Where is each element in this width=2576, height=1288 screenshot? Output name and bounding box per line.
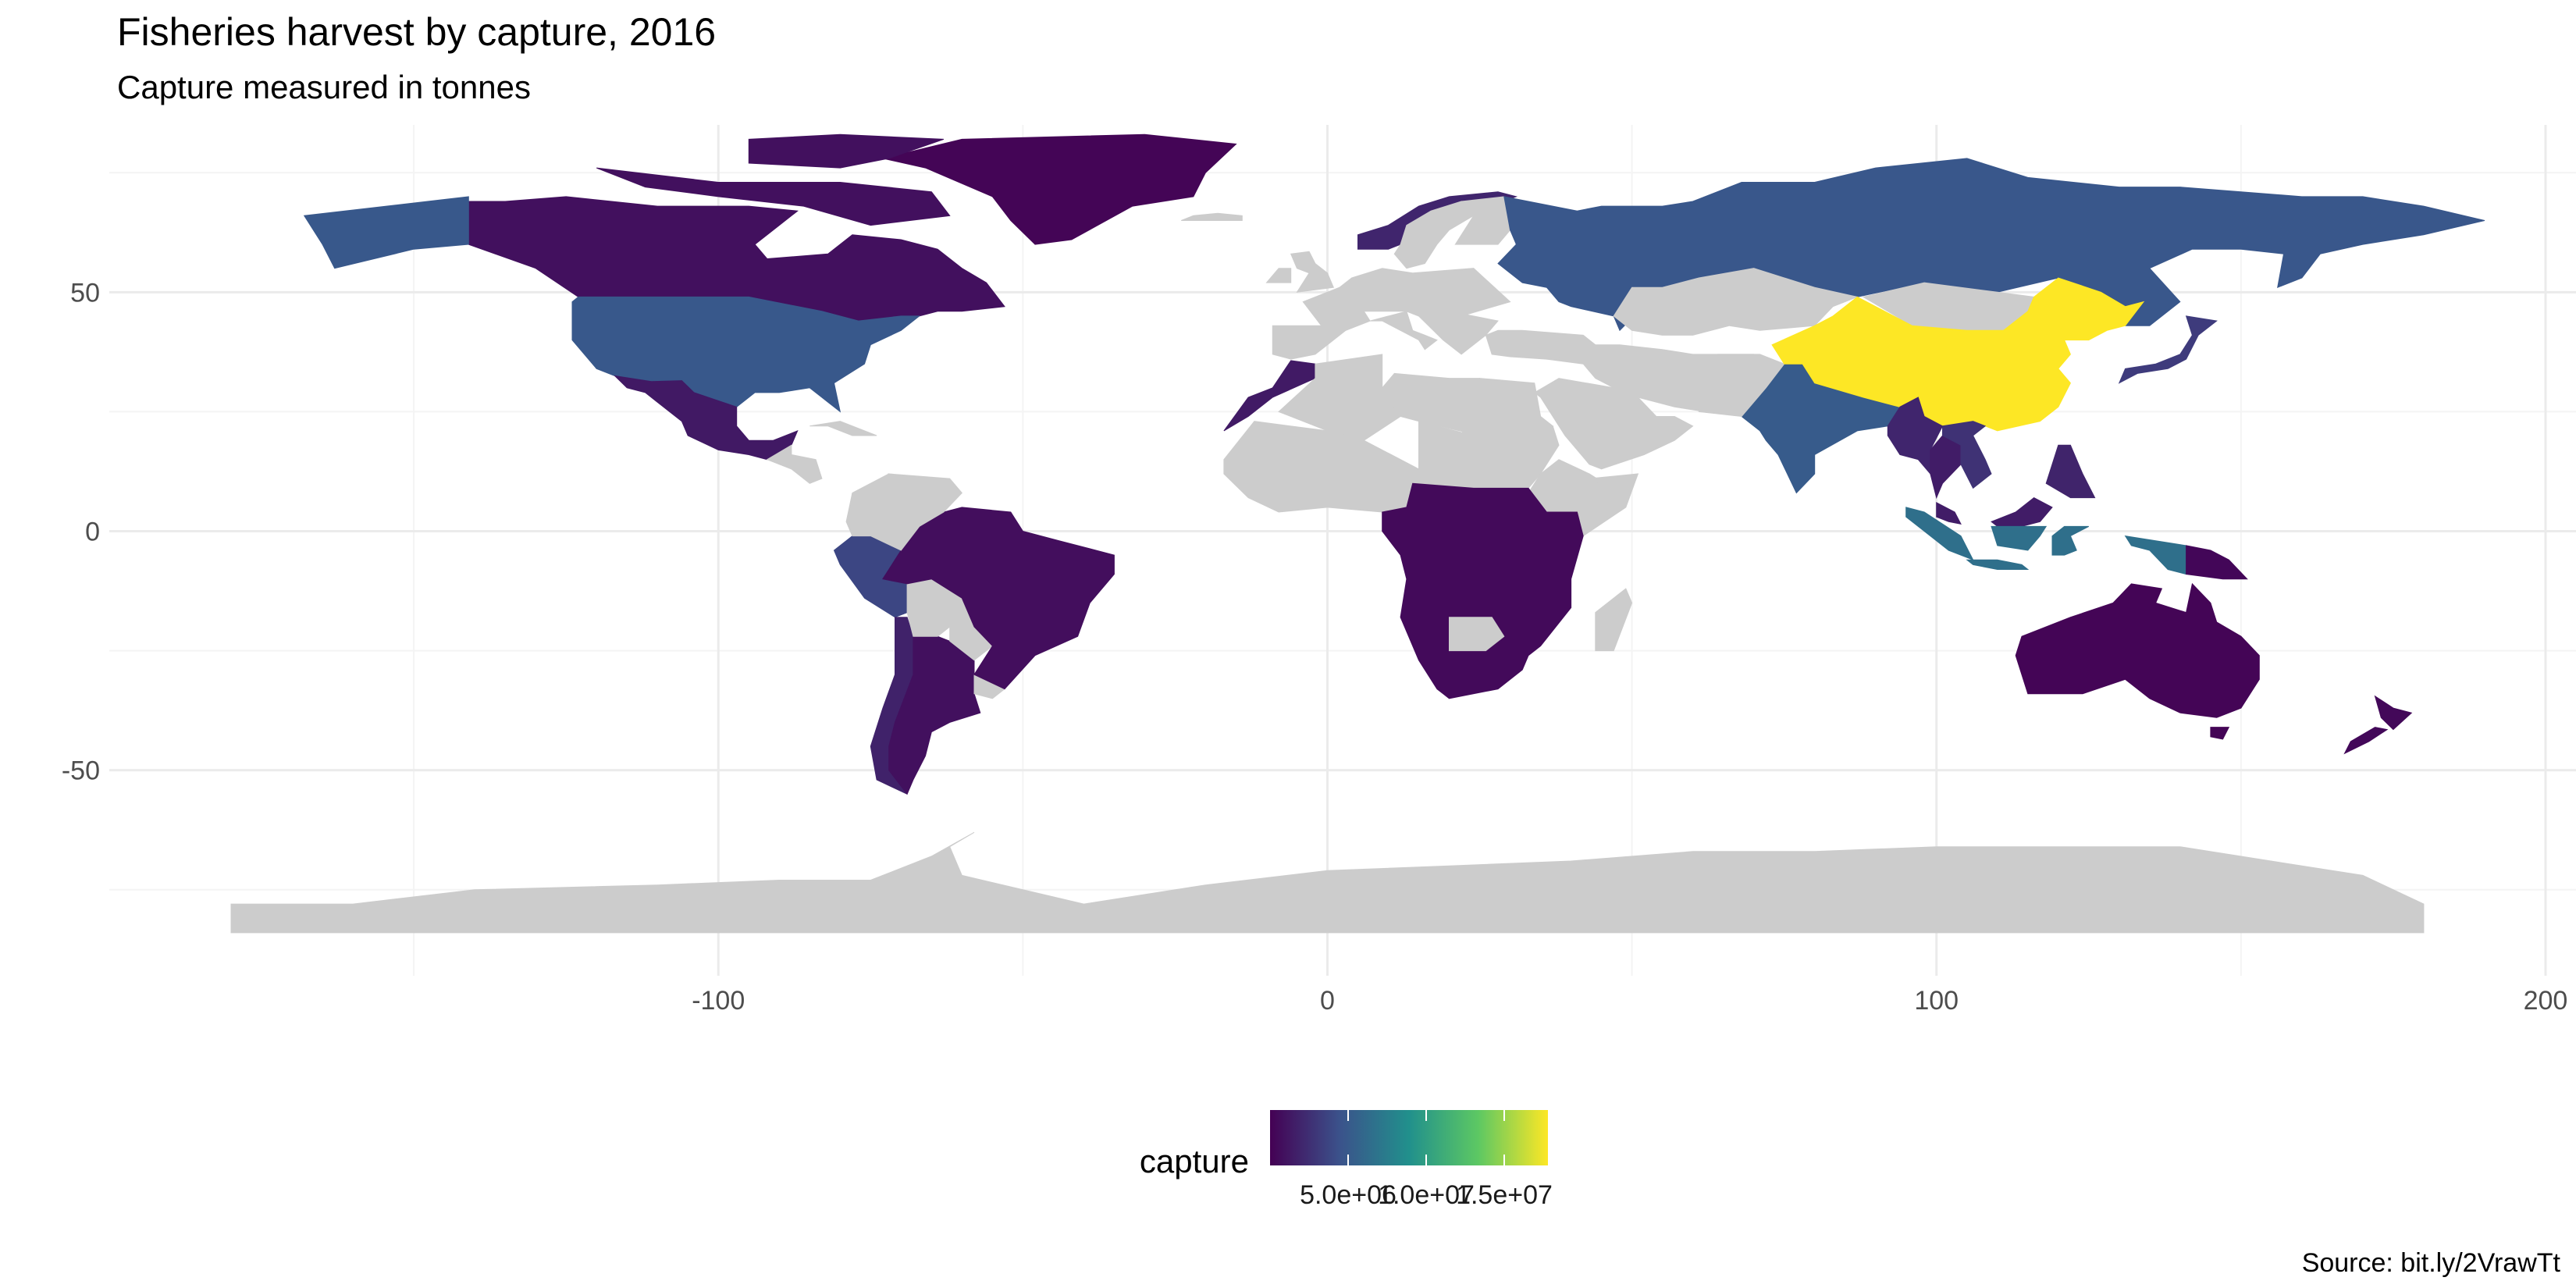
country-new-zealand	[2374, 695, 2413, 731]
country-madagascar	[1595, 588, 1633, 652]
country-canada	[596, 167, 951, 226]
country-greece	[1406, 311, 1499, 355]
country-malaysia	[1991, 497, 2053, 527]
legend-label: 1.0e+07	[1378, 1180, 1475, 1210]
country-philippines	[2045, 444, 2096, 499]
country-japan	[2118, 315, 2218, 384]
legend-label: 5.0e+06	[1300, 1180, 1397, 1210]
legend-label: 1.5e+07	[1456, 1180, 1553, 1210]
x-tick-label: 200	[2524, 986, 2568, 1016]
x-tick-label: -100	[692, 986, 745, 1016]
country-united-kingdom	[1290, 251, 1335, 293]
country-botswana	[1449, 617, 1505, 652]
country-greenland	[882, 133, 1237, 245]
country-guatemala	[766, 444, 823, 484]
country-papua-new-guinea	[2186, 545, 2248, 580]
country-south-africa	[1382, 482, 1584, 699]
country-indonesia	[2051, 525, 2090, 556]
land-layer	[230, 133, 2485, 934]
country-argentina	[888, 635, 981, 795]
country-indonesia	[1966, 559, 2030, 570]
country-saudi-arabia	[1533, 378, 1694, 470]
country-canada	[748, 133, 945, 169]
chart-title: Fisheries harvest by capture, 2016	[117, 10, 717, 54]
axis-layer: -100 0 100 200 -50 0 50	[62, 278, 2567, 1016]
source-caption: Source: bit.ly/2VrawTt	[2301, 1248, 2560, 1278]
country-nigeria	[1223, 421, 1420, 513]
country-indonesia	[2124, 535, 2187, 575]
y-tick-label: 0	[85, 518, 100, 547]
country-antarctica	[230, 831, 2425, 934]
chart-subtitle: Capture measured in tonnes	[117, 69, 531, 105]
country-indonesia	[1991, 525, 2048, 551]
x-tick-label: 100	[1914, 986, 1959, 1016]
country-united-states	[303, 196, 469, 269]
country-germany	[1338, 268, 1511, 317]
country-brazil	[882, 507, 1115, 690]
country-spain	[1272, 325, 1347, 360]
country-iceland	[1181, 212, 1243, 221]
country-australia	[2210, 727, 2230, 740]
x-tick-label: 0	[1320, 986, 1335, 1016]
legend-title: capture	[1140, 1143, 1249, 1179]
legend: capture 5.0e+061.0e+071.5e+07	[1140, 1110, 1553, 1210]
country-cuba	[809, 421, 877, 436]
country-vietnam	[1942, 421, 1992, 489]
country-venezuela	[888, 473, 962, 528]
country-indonesia	[1905, 507, 1974, 561]
country-kazakhstan	[1613, 268, 1859, 336]
country-egypt	[1479, 378, 1554, 427]
country-italy	[1369, 311, 1438, 350]
country-pakistan	[1692, 354, 1785, 418]
country-malaysia	[1936, 501, 1962, 525]
y-tick-label: -50	[62, 756, 100, 786]
country-thailand	[1930, 435, 1962, 500]
country-australia	[2015, 582, 2260, 718]
country-ireland	[1265, 268, 1292, 283]
y-tick-label: 50	[70, 278, 100, 308]
country-new-zealand	[2343, 727, 2389, 755]
legend-colorbar	[1270, 1110, 1548, 1165]
